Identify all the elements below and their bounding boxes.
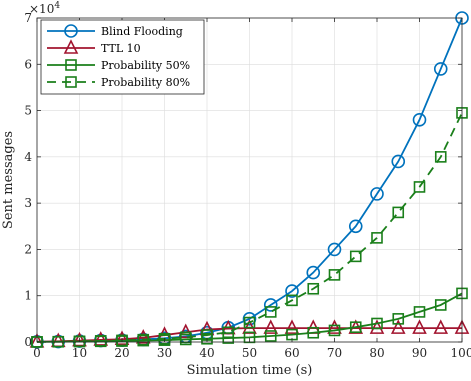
legend-swatch-marker xyxy=(65,59,77,71)
legend-label: Probability 80% xyxy=(101,76,190,89)
legend-swatch-marker xyxy=(65,76,77,88)
data-point-probability-80 xyxy=(137,333,150,346)
data-point-probability-80 xyxy=(116,334,128,347)
legend-label: Blind Flooding xyxy=(101,25,183,38)
y-tick-label: 5 xyxy=(24,104,32,118)
legend-swatch-marker xyxy=(63,39,79,54)
data-point-ttl-10 xyxy=(390,319,406,334)
data-point-probability-80 xyxy=(243,316,256,329)
data-point-ttl-10 xyxy=(412,319,427,334)
y-tick-label: 1 xyxy=(24,289,32,303)
y-tick-label: 0 xyxy=(24,335,32,349)
data-point-probability-80 xyxy=(349,250,362,263)
data-point-probability-50 xyxy=(413,306,426,318)
data-point-probability-80 xyxy=(434,151,447,163)
data-point-probability-50 xyxy=(349,321,362,333)
x-tick-label: 50 xyxy=(242,346,257,360)
series-line-probability-80 xyxy=(36,112,463,343)
data-point-blind-flooding xyxy=(306,265,321,280)
legend-label: Probability 50% xyxy=(101,59,190,72)
series-line-probability-50 xyxy=(36,292,463,343)
x-tick-label: 70 xyxy=(327,346,342,360)
data-point-probability-50 xyxy=(307,326,320,339)
data-point-ttl-10 xyxy=(178,323,194,339)
data-point-probability-50 xyxy=(434,299,447,311)
legend-label: TTL 10 xyxy=(101,42,141,55)
data-point-ttl-10 xyxy=(263,319,279,334)
y-tick-label: 7 xyxy=(24,11,32,25)
x-tick-label: 80 xyxy=(369,346,384,360)
y-tick-label: 4 xyxy=(24,150,32,164)
data-point-blind-flooding xyxy=(391,154,406,169)
data-point-ttl-10 xyxy=(135,329,151,344)
y-axis-label: Sent messages xyxy=(1,131,16,229)
data-point-probability-80 xyxy=(222,326,235,339)
data-point-blind-flooding xyxy=(433,62,448,76)
data-point-probability-50 xyxy=(392,313,405,325)
y-exponent-label: ×104 xyxy=(29,1,60,16)
x-tick-label: 40 xyxy=(199,346,214,360)
data-point-ttl-10 xyxy=(93,331,109,346)
data-point-probability-50 xyxy=(371,317,383,330)
data-point-probability-80 xyxy=(413,181,426,193)
data-point-ttl-10 xyxy=(284,319,300,334)
y-exponent-base: ×10 xyxy=(29,2,54,16)
x-tick-label: 20 xyxy=(114,346,129,360)
y-tick-label: 3 xyxy=(24,196,32,210)
data-point-probability-80 xyxy=(264,306,277,318)
data-point-probability-50 xyxy=(328,324,341,337)
x-axis-label: Simulation time (s) xyxy=(187,363,313,378)
data-point-probability-80 xyxy=(73,335,86,348)
data-point-probability-80 xyxy=(392,206,405,219)
y-exponent-power: 4 xyxy=(54,1,60,11)
data-point-probability-80 xyxy=(307,282,320,295)
x-tick-label: 60 xyxy=(284,346,299,360)
data-point-ttl-10 xyxy=(369,319,385,334)
x-tick-label: 0 xyxy=(33,346,41,360)
data-point-blind-flooding xyxy=(242,312,257,326)
data-point-ttl-10 xyxy=(433,319,449,334)
data-point-probability-80 xyxy=(286,294,298,307)
data-point-blind-flooding xyxy=(263,298,278,312)
data-point-blind-flooding xyxy=(348,219,363,234)
legend-swatch-marker xyxy=(64,24,78,38)
y-tick-label: 6 xyxy=(24,57,32,71)
tick-labels: 0 10 20 30 40 50 60 70 80 90 100 0 1 2 3 4 5 6 7 xyxy=(24,11,471,360)
data-point-ttl-10 xyxy=(327,319,342,334)
data-point-probability-80 xyxy=(328,269,341,281)
data-point-probability-80 xyxy=(94,335,107,347)
data-point-blind-flooding xyxy=(327,242,342,257)
x-tick-label: 30 xyxy=(157,346,172,360)
data-point-probability-50 xyxy=(264,330,277,342)
data-point-ttl-10 xyxy=(114,330,130,346)
x-tick-label: 100 xyxy=(451,346,471,360)
y-tick-label: 2 xyxy=(24,242,32,256)
data-point-probability-80 xyxy=(371,232,383,244)
legend: Blind Flooding TTL 10 Probability 50% Proba… xyxy=(40,19,205,95)
data-point-blind-flooding xyxy=(412,113,427,127)
data-point-blind-flooding xyxy=(370,187,384,201)
data-point-blind-flooding xyxy=(285,284,299,298)
x-tick-label: 90 xyxy=(412,346,427,360)
x-tick-label: 10 xyxy=(72,346,87,360)
data-point-probability-80 xyxy=(158,332,171,345)
